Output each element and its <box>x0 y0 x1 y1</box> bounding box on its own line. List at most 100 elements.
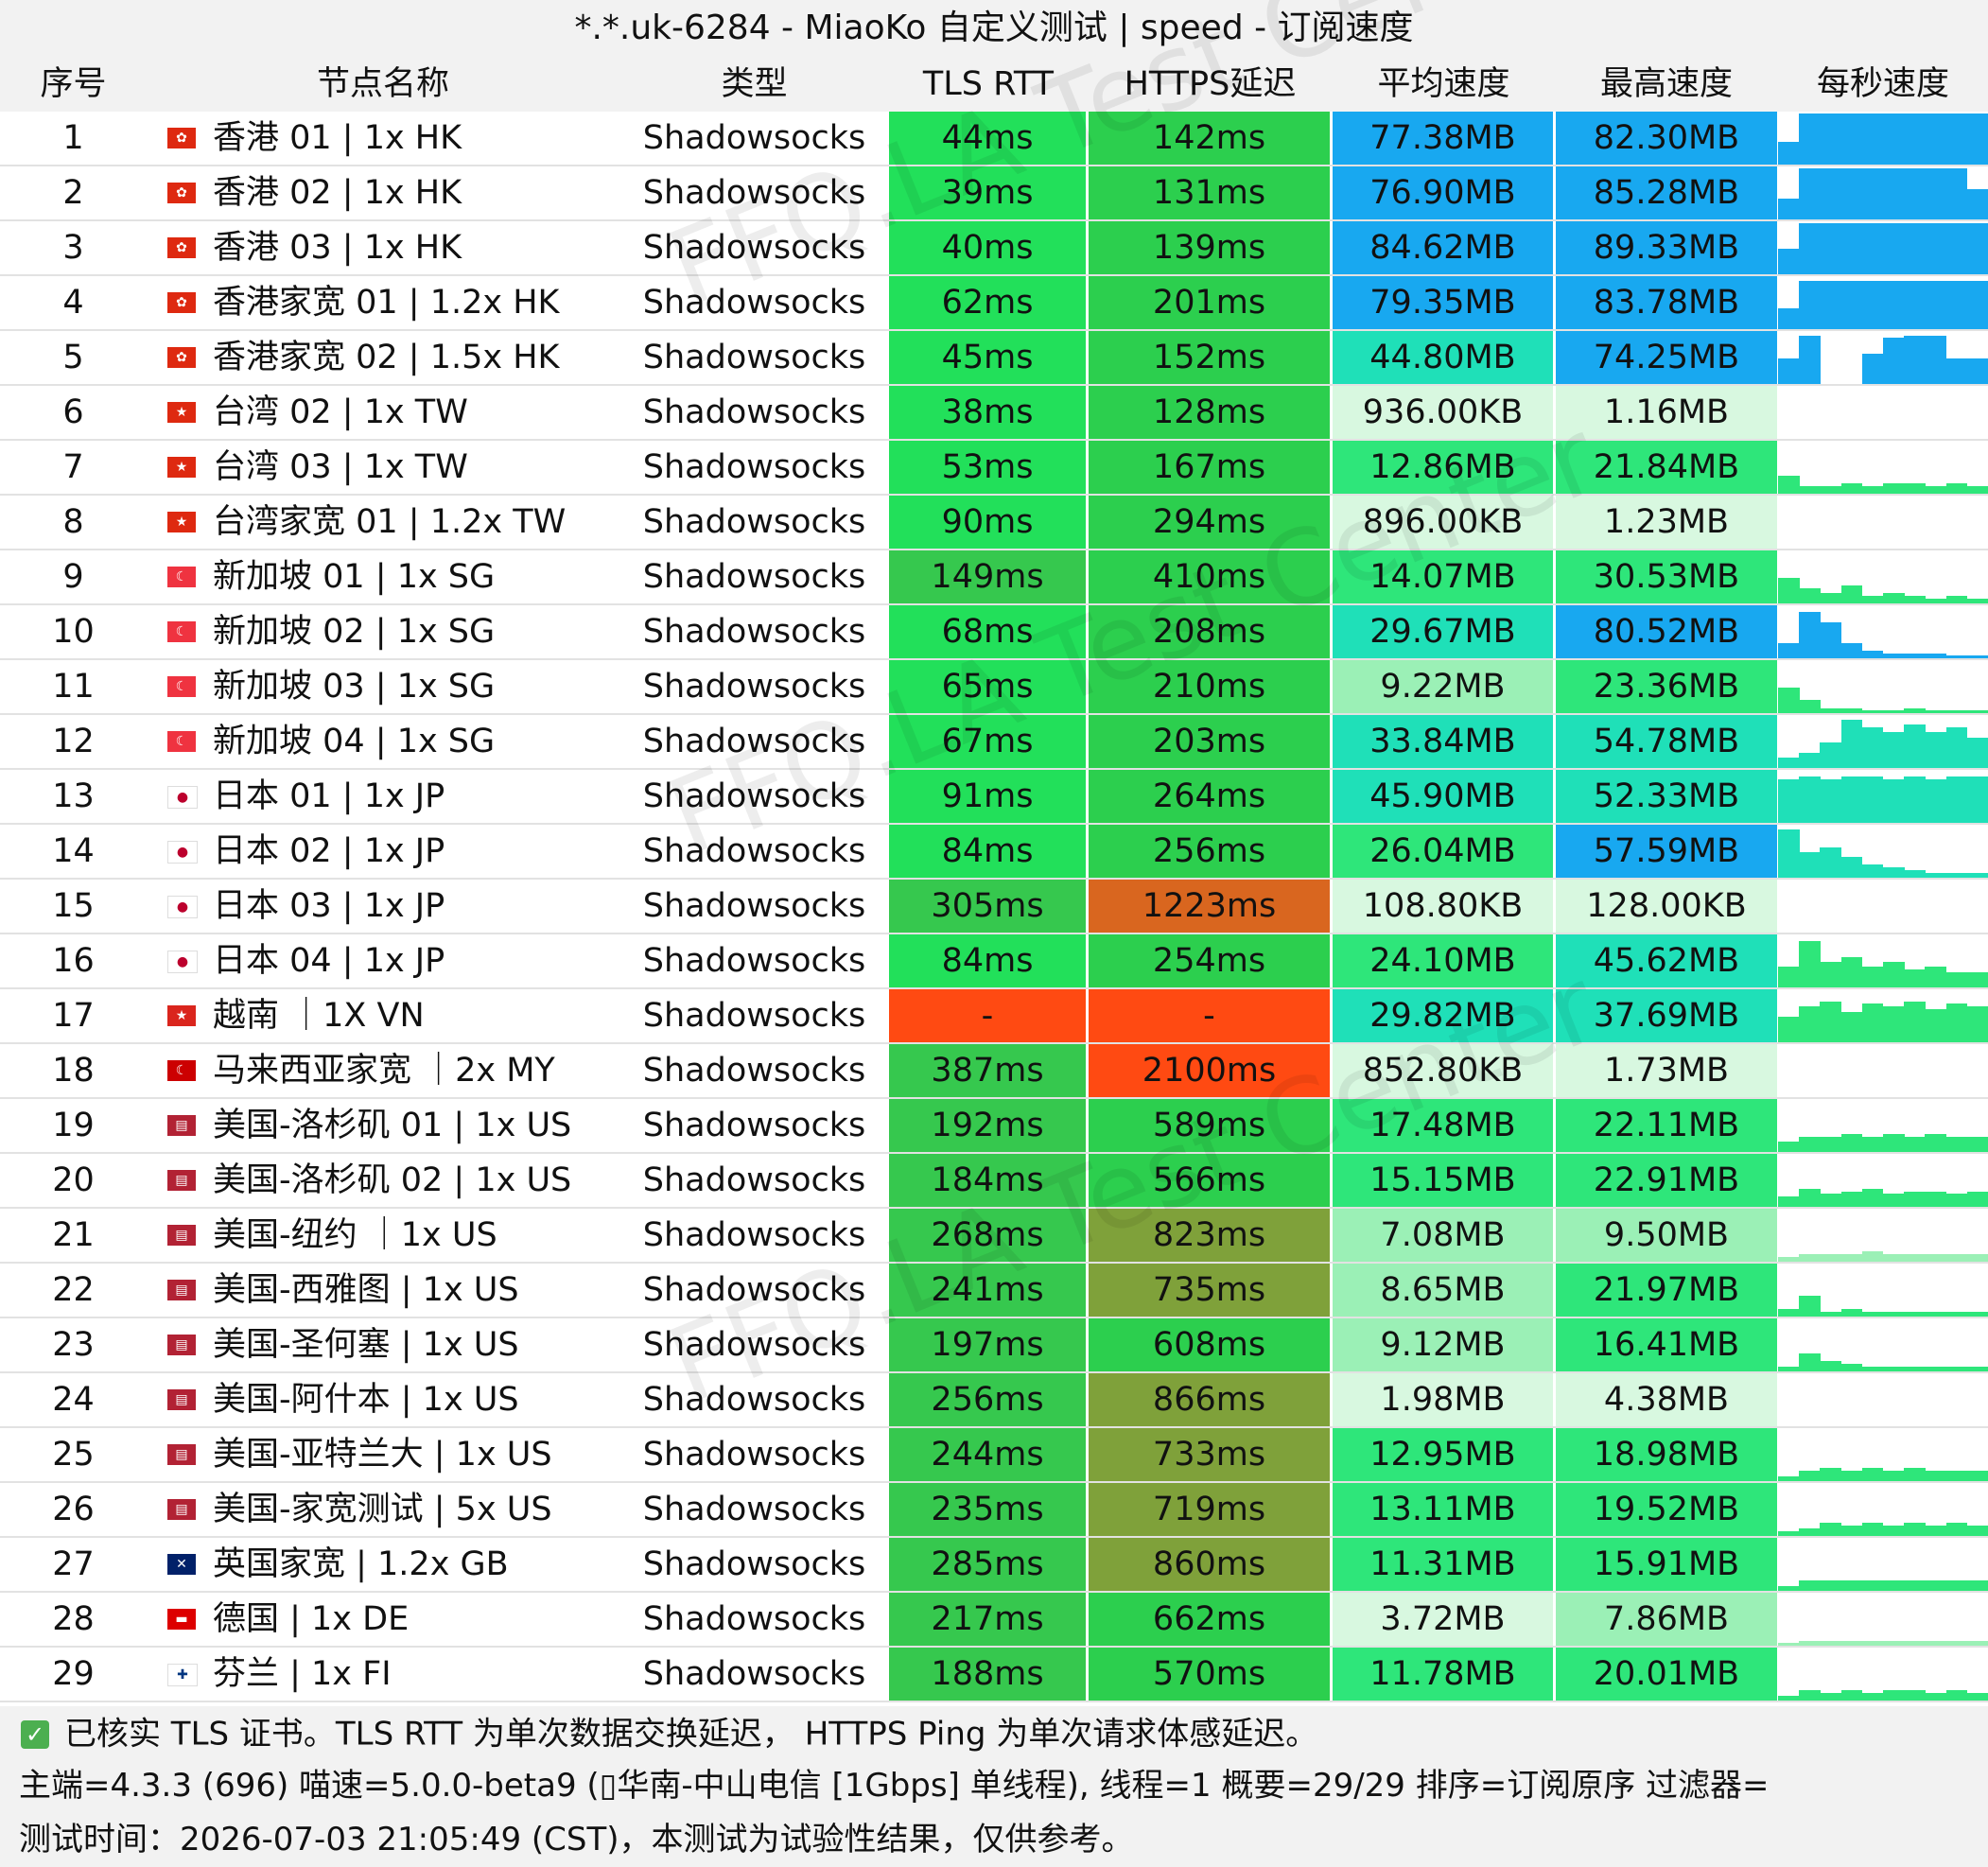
sparkline-bar <box>1861 727 1884 768</box>
table-row[interactable]: 16 ● 日本 04 | 1x JP Shadowsocks 84ms 254ms 24.1… <box>0 934 1988 989</box>
sparkline-bar <box>1883 1367 1905 1371</box>
per-second-speed-sparkline <box>1778 1209 1988 1262</box>
table-row[interactable]: 25 ▤ 美国-亚特兰大 | 1x US Shadowsocks 244ms 733ms 1… <box>0 1428 1988 1483</box>
table-row[interactable]: 3 ✿ 香港 03 | 1x HK Shadowsocks 40ms 139ms 84.62… <box>0 221 1988 276</box>
per-second-speed-sparkline <box>1778 1483 1988 1536</box>
sparkline-bar <box>1883 779 1905 823</box>
table-row[interactable]: 15 ● 日本 03 | 1x JP Shadowsocks 305ms 1223ms 10… <box>0 880 1988 934</box>
table-row[interactable]: 6 ★ 台湾 02 | 1x TW Shadowsocks 38ms 128ms 936.0… <box>0 386 1988 441</box>
sparkline-bar <box>1840 281 1863 329</box>
flag-us-icon: ▤ <box>167 1280 196 1300</box>
table-row[interactable]: 23 ▤ 美国-圣何塞 | 1x US Shadowsocks 197ms 608ms 9.… <box>0 1318 1988 1373</box>
per-second-speed-sparkline <box>1778 112 1988 165</box>
table-row[interactable]: 17 ★ 越南 ｜1X VN Shadowsocks - -29.82MB 37.69MB <box>0 989 1988 1044</box>
flag-tw-icon: ★ <box>167 402 196 423</box>
col-header-https-latency[interactable]: HTTPS延迟 <box>1124 65 1297 103</box>
row-index: 16 <box>52 942 95 980</box>
table-row[interactable]: 1 ✿ 香港 01 | 1x HK Shadowsocks 44ms 142ms 77.38… <box>0 112 1988 166</box>
row-index: 11 <box>52 668 95 706</box>
table-row[interactable]: 8 ★ 台湾家宽 01 | 1.2x TW Shadowsocks 90ms 294ms 8… <box>0 496 1988 550</box>
table-row[interactable]: 24 ▤ 美国-阿什本 | 1x US Shadowsocks 256ms 866ms 1.… <box>0 1373 1988 1428</box>
table-row[interactable]: 13 ● 日本 01 | 1x JP Shadowsocks 91ms 264ms 45.9… <box>0 770 1988 825</box>
node-type: Shadowsocks <box>642 668 866 706</box>
col-header-tls-rtt[interactable]: TLS RTT <box>922 65 1055 103</box>
node-name: 日本 04 | 1x JP <box>213 942 445 980</box>
https-latency-value: 264ms <box>1089 770 1332 823</box>
table-row[interactable]: 4 ✿ 香港家宽 01 | 1.2x HK Shadowsocks 62ms 201ms 7… <box>0 276 1988 331</box>
node-name: 芬兰 | 1x FI <box>213 1655 392 1693</box>
node-name-cell: ▤ 美国-阿什本 | 1x US <box>147 1373 619 1426</box>
sparkline-bar <box>1883 710 1905 713</box>
sparkline-bar <box>1925 779 1947 823</box>
row-index: 28 <box>52 1600 95 1638</box>
table-row[interactable]: 22 ▤ 美国-西雅图 | 1x US Shadowsocks 241ms 735ms 8.… <box>0 1264 1988 1318</box>
col-header-per-second-speed[interactable]: 每秒速度 <box>1816 65 1949 103</box>
node-name-cell: ▤ 美国-西雅图 | 1x US <box>147 1264 619 1317</box>
tls-rtt-value: 184ms <box>889 1154 1088 1207</box>
table-row[interactable]: 29 ✚ 芬兰 | 1x FI Shadowsocks 188ms 570ms 11.78M… <box>0 1648 1988 1702</box>
node-name: 香港家宽 01 | 1.2x HK <box>213 284 560 322</box>
col-header-max-speed[interactable]: 最高速度 <box>1599 65 1733 103</box>
node-type: Shadowsocks <box>642 1216 866 1254</box>
sparkline-bar <box>1778 758 1800 768</box>
table-row[interactable]: 18 ☾ 马来西亚家宽 ｜2x MY Shadowsocks 387ms 2100ms 85… <box>0 1044 1988 1099</box>
row-index: 21 <box>52 1216 95 1254</box>
sparkline-bar <box>1945 1312 1968 1317</box>
table-row[interactable]: 19 ▤ 美国-洛杉矶 01 | 1x US Shadowsocks 192ms 589m… <box>0 1099 1988 1154</box>
node-type: Shadowsocks <box>642 887 866 925</box>
table-row[interactable]: 26 ▤ 美国-家宽测试 | 5x US Shadowsocks 235ms 719ms 1… <box>0 1483 1988 1538</box>
table-row[interactable]: 11 ☾ 新加坡 03 | 1x SG Shadowsocks 65ms 210ms 9.2… <box>0 660 1988 715</box>
sparkline-bar <box>1945 873 1968 878</box>
max-speed-value: 22.91MB <box>1556 1154 1777 1207</box>
sparkline-bar <box>1966 1192 1988 1207</box>
avg-speed-value: 1.98MB <box>1333 1373 1555 1426</box>
table-row[interactable]: 27 ✕ 英国家宽 | 1.2x GB Shadowsocks 285ms 860ms 11… <box>0 1538 1988 1593</box>
sparkline-bar <box>1778 199 1800 219</box>
node-name-cell: ▤ 美国-亚特兰大 | 1x US <box>147 1428 619 1481</box>
https-latency-value: 570ms <box>1089 1648 1332 1701</box>
table-row[interactable]: 14 ● 日本 02 | 1x JP Shadowsocks 84ms 256ms 26.0… <box>0 825 1988 880</box>
sparkline-bar <box>1820 1137 1842 1152</box>
sparkline-bar <box>1904 1641 1926 1646</box>
window-title: *.*.uk-6284 - MiaoKo 自定义测试 | speed - 订阅速… <box>0 0 1988 58</box>
node-name-cell: ✕ 英国家宽 | 1.2x GB <box>147 1538 619 1591</box>
https-latency-value: 566ms <box>1089 1154 1332 1207</box>
table-row[interactable]: 20 ▤ 美国-洛杉矶 02 | 1x US Shadowsocks 184ms 566m… <box>0 1154 1988 1209</box>
sparkline-bar <box>1966 1367 1988 1371</box>
sparkline-bar <box>1904 708 1926 713</box>
sparkline-bar <box>1904 870 1926 878</box>
flag-us-icon: ▤ <box>167 1335 196 1355</box>
node-name-cell: ▤ 美国-圣何塞 | 1x US <box>147 1318 619 1371</box>
table-row[interactable]: 10 ☾ 新加坡 02 | 1x SG Shadowsocks 68ms 208ms 29.… <box>0 605 1988 660</box>
sparkline-bar <box>1840 1364 1863 1371</box>
sparkline-bar <box>1799 1471 1821 1481</box>
col-header-type[interactable]: 类型 <box>721 65 788 103</box>
https-latency-value: 208ms <box>1089 605 1332 658</box>
flag-jp-icon: ● <box>167 951 198 973</box>
avg-speed-value: 11.31MB <box>1333 1538 1555 1591</box>
sparkline-bar <box>1778 1257 1800 1262</box>
col-header-node-name[interactable]: 节点名称 <box>316 65 449 103</box>
sparkline-bar <box>1883 1134 1905 1152</box>
col-header-avg-speed[interactable]: 平均速度 <box>1377 65 1510 103</box>
sparkline-bar <box>1799 1580 1821 1591</box>
table-row[interactable]: 21 ▤ 美国-纽约 ｜1x US Shadowsocks 268ms 823ms 7.08… <box>0 1209 1988 1264</box>
table-row[interactable]: 2 ✿ 香港 02 | 1x HK Shadowsocks 39ms 131ms 76.90… <box>0 166 1988 221</box>
sparkline-bar <box>1945 281 1968 329</box>
sparkline-bar <box>1778 1696 1800 1701</box>
node-name-cell: ✚ 芬兰 | 1x FI <box>147 1648 619 1701</box>
table-row[interactable]: 9 ☾ 新加坡 01 | 1x SG Shadowsocks 149ms 410ms 14.… <box>0 550 1988 605</box>
sparkline-bar <box>1966 1312 1988 1317</box>
table-row[interactable]: 5 ✿ 香港家宽 02 | 1.5x HK Shadowsocks 45ms 152ms 4… <box>0 331 1988 386</box>
sparkline-bar <box>1840 708 1863 713</box>
tls-rtt-value: 62ms <box>889 276 1088 329</box>
sparkline-bar <box>1904 1367 1926 1371</box>
node-name-cell: ✿ 香港 03 | 1x HK <box>147 221 619 274</box>
sparkline-bar <box>1840 1309 1863 1317</box>
table-row[interactable]: 28 ▬ 德国 | 1x DE Shadowsocks 217ms 662ms 3.72MB… <box>0 1593 1988 1648</box>
sparkline-bar <box>1945 655 1968 658</box>
avg-speed-value: 7.08MB <box>1333 1209 1555 1262</box>
table-row[interactable]: 7 ★ 台湾 03 | 1x TW Shadowsocks 53ms 167ms 12.86… <box>0 441 1988 496</box>
table-row[interactable]: 12 ☾ 新加坡 04 | 1x SG Shadowsocks 67ms 203ms 33.… <box>0 715 1988 770</box>
col-header-index[interactable]: 序号 <box>40 65 107 103</box>
